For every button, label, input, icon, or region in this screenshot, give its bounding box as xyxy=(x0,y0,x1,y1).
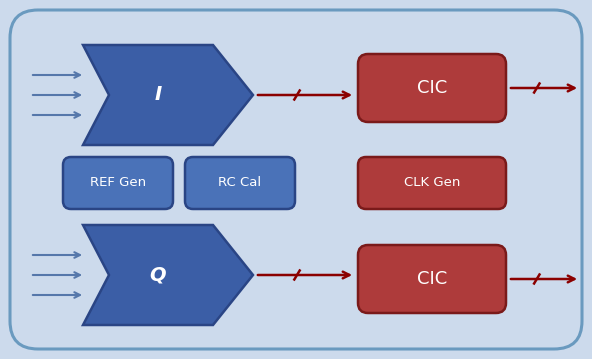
Text: CLK Gen: CLK Gen xyxy=(404,177,460,190)
FancyBboxPatch shape xyxy=(63,157,173,209)
Text: REF Gen: REF Gen xyxy=(90,177,146,190)
FancyBboxPatch shape xyxy=(358,245,506,313)
FancyBboxPatch shape xyxy=(358,54,506,122)
Polygon shape xyxy=(83,225,253,325)
Text: I: I xyxy=(155,85,162,104)
FancyBboxPatch shape xyxy=(185,157,295,209)
Text: Q: Q xyxy=(150,266,166,284)
Text: RC Cal: RC Cal xyxy=(218,177,262,190)
FancyBboxPatch shape xyxy=(358,157,506,209)
Polygon shape xyxy=(83,45,253,145)
Text: CIC: CIC xyxy=(417,270,447,288)
Text: CIC: CIC xyxy=(417,79,447,97)
FancyBboxPatch shape xyxy=(10,10,582,349)
